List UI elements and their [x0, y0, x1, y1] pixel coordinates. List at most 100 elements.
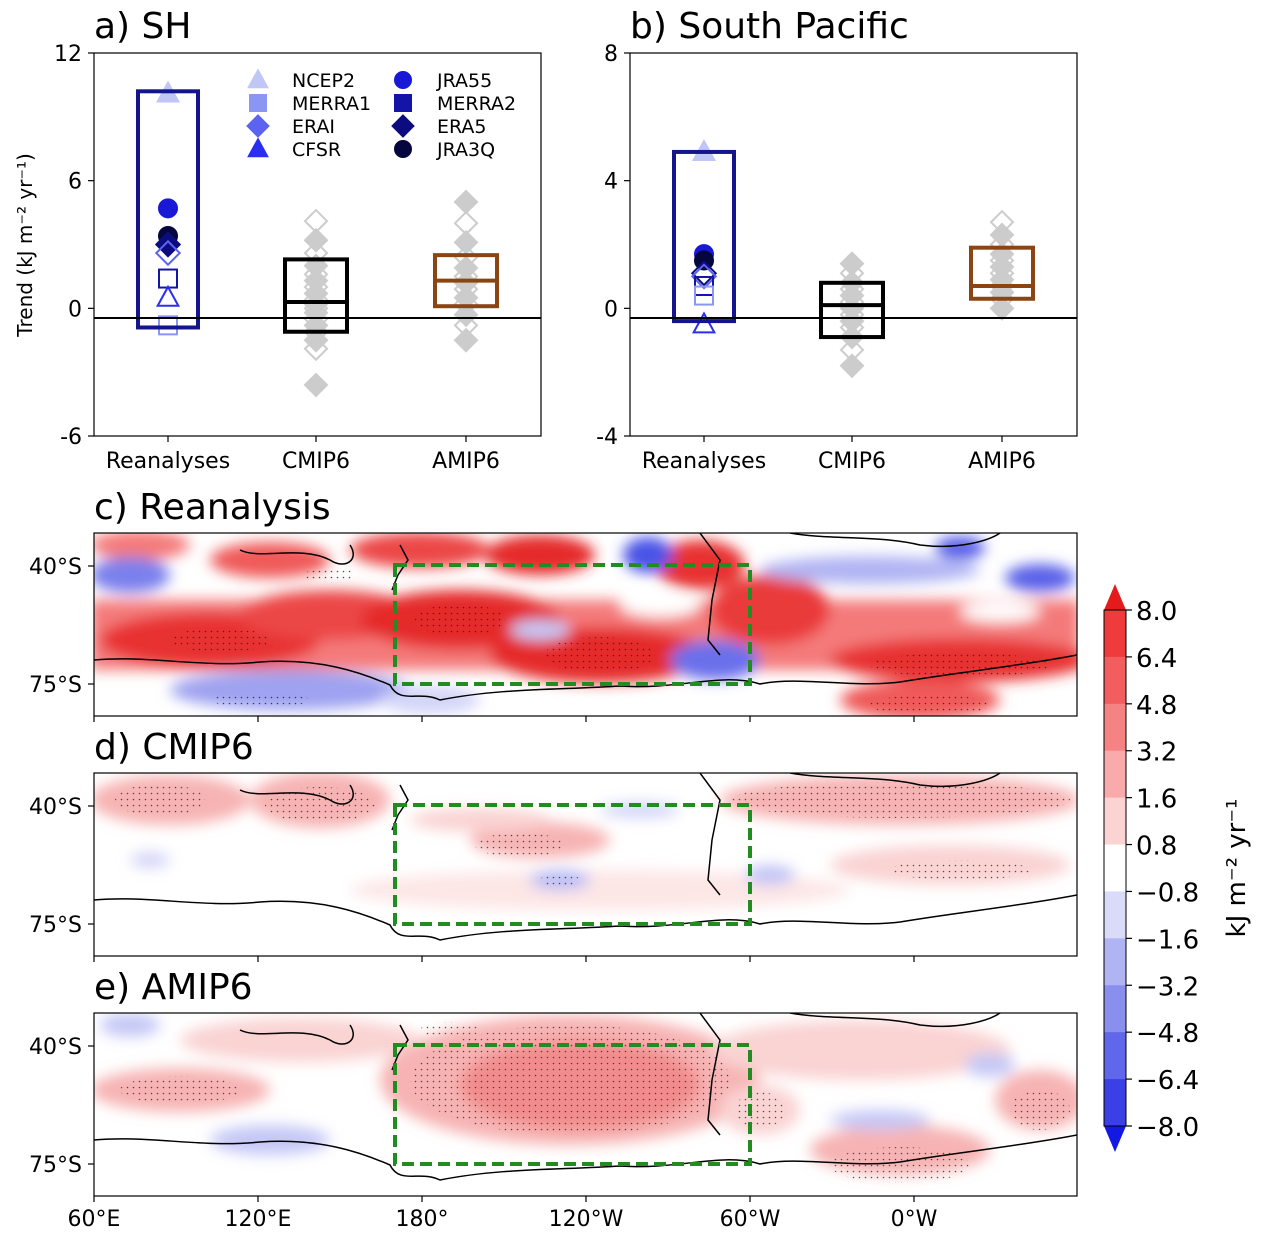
panel-c-region-box [393, 563, 752, 686]
colorbar-tick-label: 4.8 [1136, 691, 1177, 721]
model-marker [453, 189, 479, 215]
legend-marker [394, 140, 412, 158]
panel-b-y-ticks: -4 0 4 8 [596, 42, 630, 450]
reanalysis-marker [158, 198, 178, 219]
y-tick-label: 8 [604, 42, 618, 67]
panel-e-region-box [393, 1043, 752, 1166]
colorbar-tick-label: −4.8 [1136, 1019, 1199, 1049]
colorbar-segment [1104, 750, 1126, 799]
panel-a-y-axis-label: Trend (kJ m⁻² yr⁻¹) [13, 153, 37, 338]
x-tick-label: Reanalyses [106, 449, 230, 474]
panel-e-coastlines [94, 1013, 1077, 1181]
y-tick-label: -4 [596, 425, 618, 450]
legend-marker [391, 114, 415, 138]
y-tick-label: 6 [68, 170, 82, 195]
colorbar-segment [1104, 610, 1126, 658]
model-marker [453, 327, 479, 353]
panel-e-lon-ticks: 60°E 120°E 180° 120°W 60°W 0°W [68, 1207, 938, 1232]
colorbar-label: kJ m⁻² yr⁻¹ [1222, 799, 1252, 938]
model-marker [989, 232, 1015, 257]
colorbar-extend-bottom [1104, 1126, 1126, 1152]
legend-marker [394, 71, 412, 89]
reanalysis-marker [690, 263, 718, 290]
panel-d-region-box [393, 803, 752, 926]
panel-b: b) South Pacific -4 0 4 8 Reanalyses CMIP6 AM… [596, 6, 1078, 474]
legend-label: MERRA2 [437, 93, 516, 115]
colorbar-extend-top [1104, 584, 1126, 610]
colorbar-segment [1104, 985, 1126, 1033]
colorbar-tick-label: −1.6 [1136, 925, 1199, 955]
lon-tick-label: 60°E [68, 1207, 121, 1232]
model-marker [303, 240, 329, 266]
panel-d-coastlines [94, 773, 1077, 941]
panel-e: e) AMIP6 [29, 967, 1078, 1232]
colorbar-segment [1104, 1079, 1126, 1127]
legend-label: MERRA1 [292, 93, 371, 115]
x-tick-label: AMIP6 [432, 449, 500, 474]
legend-label: JRA55 [436, 70, 492, 92]
colorbar-tick-label: 8.0 [1136, 597, 1177, 627]
model-marker [303, 372, 329, 398]
colorbar-segment [1104, 891, 1126, 939]
lon-tick-label: 180° [396, 1207, 449, 1232]
model-marker [989, 295, 1015, 321]
model-marker [839, 337, 865, 363]
lon-tick-label: 60°W [720, 1207, 781, 1232]
colorbar-tick-label: 6.4 [1136, 644, 1177, 674]
panel-c: c) Reanalysis [29, 487, 1078, 722]
panel-e-map [94, 1013, 1077, 1196]
colorbar-segment [1104, 703, 1126, 752]
lat-tick-label: 40°S [29, 555, 82, 580]
reanalysis-marker [154, 239, 182, 267]
colorbar-tick-label: 1.6 [1136, 785, 1177, 815]
panel-a-title: a) SH [94, 6, 191, 47]
colorbar-frame [1103, 609, 1127, 1127]
panel-c-map [94, 533, 1077, 716]
reanalysis-marker [694, 285, 714, 306]
spread-box [136, 89, 200, 330]
x-tick-label: CMIP6 [818, 449, 886, 474]
lat-tick-label: 75°S [29, 1153, 82, 1178]
y-tick-label: 4 [604, 170, 618, 195]
panel-d: d) CMIP6 [29, 727, 1078, 962]
panel-a-x-ticks: Reanalyses CMIP6 AMIP6 [106, 436, 500, 474]
legend-marker [249, 94, 267, 112]
colorbar-tick-label: −0.8 [1136, 878, 1199, 908]
panel-b-marks [672, 139, 1035, 379]
panel-b-x-ticks: Reanalyses CMIP6 AMIP6 [642, 436, 1036, 474]
y-tick-label: 0 [68, 297, 82, 322]
colorbar-tick-label: −3.2 [1136, 972, 1199, 1002]
lat-tick-label: 40°S [29, 795, 82, 820]
lon-tick-label: 120°W [549, 1207, 624, 1232]
panel-c-lat-ticks: 40°S 75°S [29, 555, 915, 722]
legend-label: ERA5 [437, 116, 487, 138]
y-tick-label: -6 [60, 425, 82, 450]
lat-tick-label: 75°S [29, 913, 82, 938]
model-marker [839, 353, 865, 379]
reanalysis-marker [690, 260, 718, 287]
spread-box [819, 280, 885, 340]
panel-d-title: d) CMIP6 [94, 727, 254, 768]
model-marker [989, 222, 1015, 248]
reanalysis-marker [155, 284, 181, 307]
colorbar: 8.0 6.4 4.8 3.2 1.6 0.8 −0.8 −1.6 −3.2 −4.8 −6.4 −8… [1103, 584, 1252, 1152]
colorbar-segment [1104, 656, 1126, 705]
legend-marker [247, 137, 269, 158]
legend-label: CFSR [292, 139, 341, 161]
panel-c-coastlines [94, 533, 1077, 701]
panel-b-title: b) South Pacific [630, 6, 909, 47]
panel-e-title: e) AMIP6 [94, 967, 253, 1008]
spread-box [283, 257, 349, 334]
colorbar-segment [1104, 797, 1126, 846]
y-tick-label: 12 [54, 42, 82, 67]
spread-box [969, 245, 1035, 301]
lat-tick-label: 40°S [29, 1035, 82, 1060]
lon-tick-label: 120°E [225, 1207, 292, 1232]
model-marker [303, 227, 329, 253]
model-marker [453, 312, 479, 338]
y-tick-label: 0 [604, 297, 618, 322]
colorbar-tick-label: 0.8 [1136, 832, 1177, 862]
